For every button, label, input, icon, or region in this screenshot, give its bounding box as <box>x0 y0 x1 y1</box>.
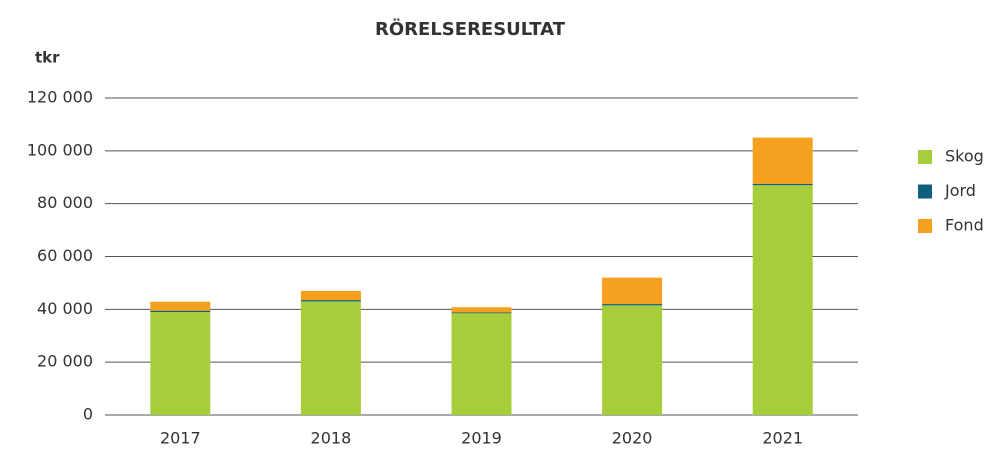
bar-segment <box>602 277 663 305</box>
bar-segment <box>602 304 663 306</box>
y-tick-label: 20 000 <box>37 352 93 371</box>
chart-title: RÖRELSERESULTAT <box>375 18 566 40</box>
bar-segment <box>451 312 512 314</box>
bar-segment <box>150 301 211 311</box>
y-tick-label: 100 000 <box>27 140 93 159</box>
y-tick-label: 0 <box>83 405 93 424</box>
legend-swatch <box>918 150 932 164</box>
legend-label: Skog <box>945 147 984 166</box>
bar-segment <box>150 310 211 312</box>
legend-label: Fond <box>945 216 984 235</box>
bar-segment <box>752 137 813 184</box>
bar-segment <box>300 290 361 301</box>
y-tick-label: 40 000 <box>37 299 93 318</box>
legend-label: Jord <box>944 181 976 200</box>
bar-segment <box>150 311 211 415</box>
bar-segment <box>300 300 361 302</box>
y-tick-label: 60 000 <box>37 246 93 265</box>
bar-segment <box>752 185 813 415</box>
y-tick-label: 80 000 <box>37 193 93 212</box>
x-tick-label: 2020 <box>612 429 653 448</box>
bar-segment <box>451 313 512 415</box>
legend-swatch <box>918 184 932 199</box>
x-tick-label: 2017 <box>160 429 201 448</box>
y-tick-label: 120 000 <box>27 88 93 107</box>
y-axis-label: tkr <box>35 49 60 67</box>
bar-segment <box>451 307 512 313</box>
x-tick-label: 2018 <box>311 429 352 448</box>
bar-segment <box>752 183 813 186</box>
bar-segment <box>602 305 663 415</box>
x-tick-label: 2021 <box>762 429 803 448</box>
bar-segment <box>300 301 361 415</box>
x-tick-label: 2019 <box>461 429 502 448</box>
legend-swatch <box>918 219 932 233</box>
